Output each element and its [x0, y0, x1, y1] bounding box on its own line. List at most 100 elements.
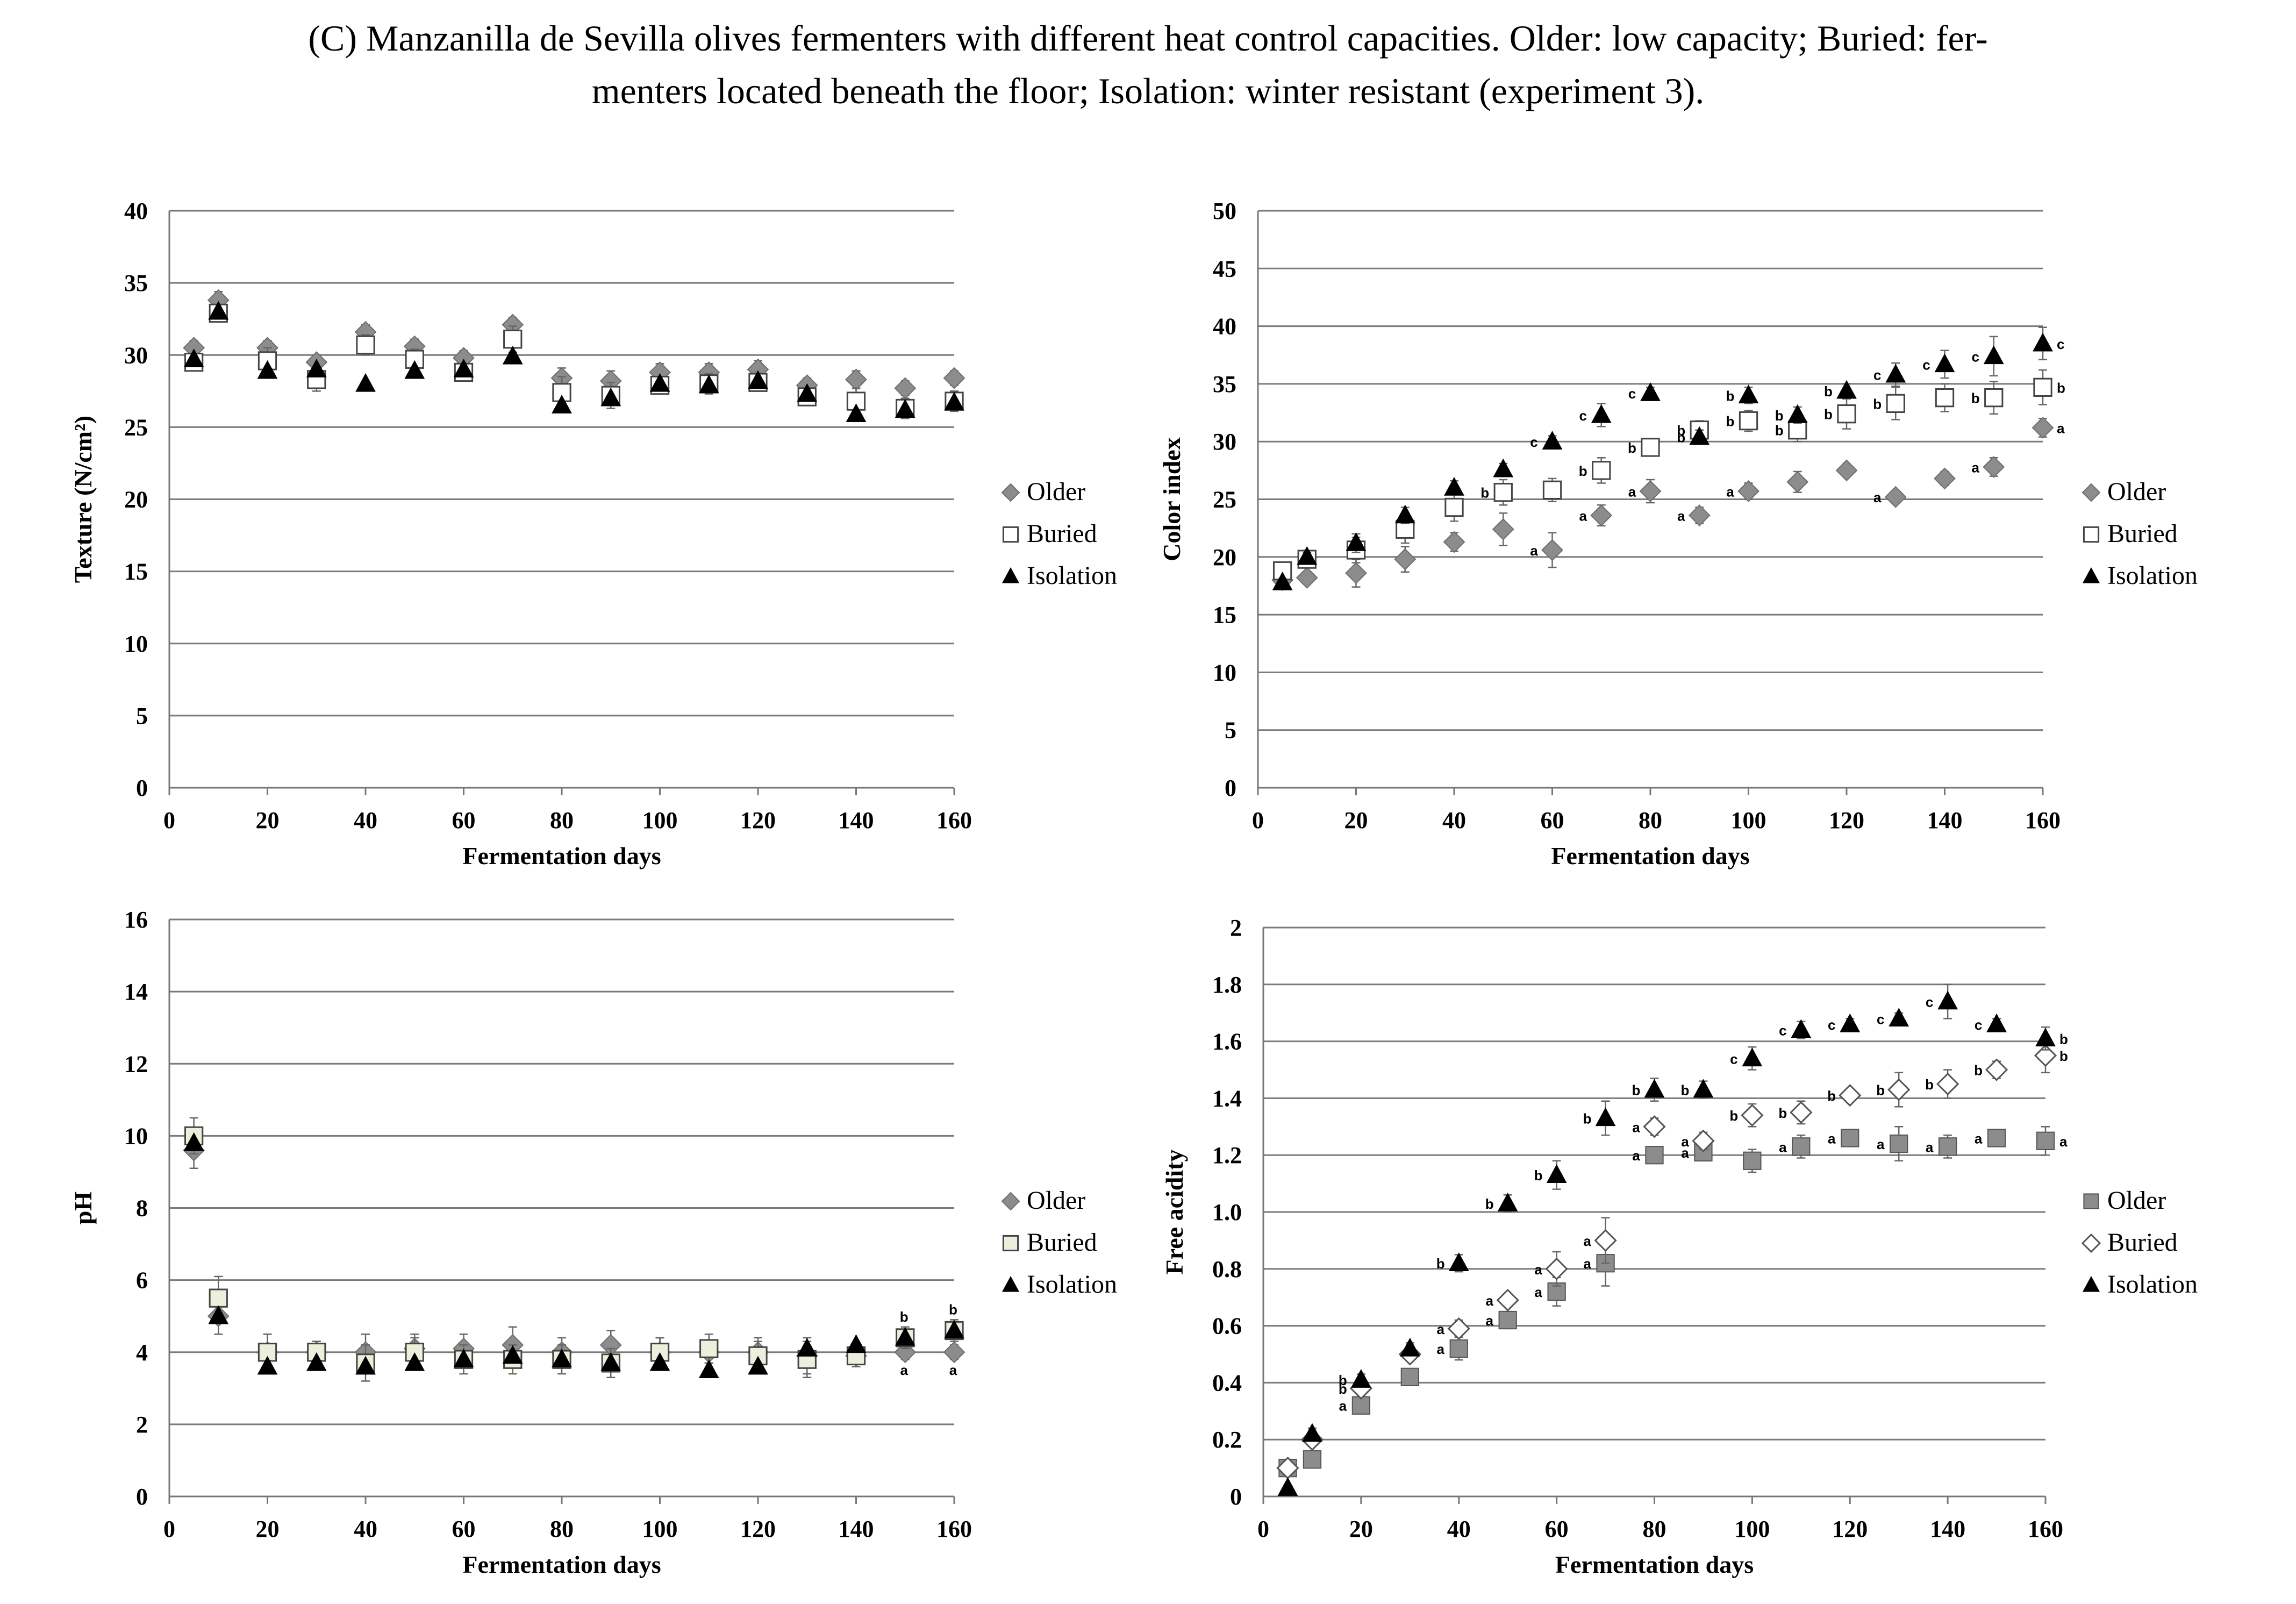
significance-letter: a [2057, 420, 2065, 436]
legend-marker-isolation [1002, 1275, 1020, 1292]
x-tick-label: 140 [839, 1516, 874, 1542]
data-point [2033, 377, 2052, 397]
legend-marker-older [1001, 1192, 1020, 1211]
data-point [1886, 394, 1905, 414]
data-point [698, 1359, 719, 1379]
significance-letter: a [1926, 1139, 1934, 1155]
data-point [502, 1345, 523, 1364]
significance-letter: b [1485, 1196, 1494, 1212]
significance-letter: b [2059, 1048, 2068, 1064]
data-point [797, 1337, 818, 1357]
data-point [306, 359, 327, 377]
significance-letter: a [1632, 1119, 1640, 1135]
significance-letter: c [1877, 1011, 1884, 1027]
y-tick-label: 30 [1213, 429, 1236, 455]
y-tick-label: 10 [1213, 659, 1236, 686]
y-tick-label: 45 [1213, 255, 1236, 282]
data-point [1936, 1072, 1959, 1096]
series-older: a a a a a a a a [1271, 417, 2065, 591]
y-tick-label: 14 [124, 979, 148, 1005]
significance-letter: a [900, 1362, 909, 1378]
significance-letter: b [1824, 383, 1833, 400]
data-point [1743, 1151, 1762, 1170]
x-tick-label: 40 [1442, 807, 1466, 833]
data-point [183, 1132, 204, 1151]
data-point [1840, 1013, 1861, 1032]
x-axis-title: Fermentation days [1555, 1551, 1754, 1578]
x-tick-label: 140 [1927, 807, 1963, 833]
legend-marker-buried [1002, 526, 1019, 543]
significance-letter: a [1632, 1147, 1640, 1164]
significance-letter: b [1339, 1381, 1347, 1397]
y-tick-label: 10 [124, 1123, 148, 1149]
data-point [1984, 388, 2004, 408]
significance-letter: a [1583, 1233, 1591, 1249]
significance-letter: a [1681, 1145, 1689, 1161]
data-point [1492, 518, 1514, 540]
data-point [1645, 1146, 1664, 1165]
data-point [943, 367, 965, 389]
significance-letter: c [1972, 348, 1979, 365]
data-point [1938, 1137, 1957, 1156]
significance-letter: a [1628, 483, 1636, 500]
chart-texture: 0 5 10 15 20 25 30 35 40 0 20 40 60 80 100 120 140 160 Fer… [69, 198, 1117, 869]
y-tick-label: 0 [136, 1484, 148, 1510]
x-axis-title: Fermentation days [1551, 842, 1749, 869]
y-tick-label: 6 [136, 1267, 148, 1294]
y-tick-label: 50 [1213, 198, 1236, 224]
data-point [1272, 571, 1293, 590]
y-tick-label: 5 [1225, 717, 1236, 744]
x-tick-label: 40 [354, 1516, 377, 1542]
y-tick-label: 40 [1213, 313, 1236, 340]
x-tick-label: 100 [642, 807, 678, 833]
data-point [1839, 1083, 1862, 1107]
significance-letter: a [1779, 1139, 1787, 1155]
y-tick-label: 5 [136, 703, 148, 729]
x-axis-title: Fermentation days [462, 842, 661, 869]
data-point [1985, 1058, 2008, 1081]
data-point [1688, 504, 1711, 526]
significance-letter: c [1975, 1017, 1982, 1033]
significance-letter: b [1480, 485, 1489, 501]
x-tick-label: 0 [163, 807, 175, 833]
y-tick-label: 1.2 [1212, 1142, 1242, 1168]
data-point [1545, 1257, 1568, 1280]
data-point [600, 1352, 621, 1371]
significance-letter: c [1779, 1022, 1786, 1038]
significance-letter: b [1778, 1105, 1787, 1121]
x-tick-label: 20 [256, 807, 280, 833]
data-point [1738, 384, 1759, 404]
x-tick-label: 160 [936, 807, 972, 833]
data-point [846, 1334, 867, 1353]
x-tick-label: 160 [2025, 807, 2061, 833]
data-point [2036, 1131, 2055, 1150]
y-tick-label: 0 [136, 775, 148, 801]
x-tick-label: 100 [1734, 1516, 1770, 1542]
data-point [1542, 431, 1563, 450]
legend-label-buried: Buried [2107, 1228, 2178, 1257]
y-tick-label: 1.4 [1212, 1085, 1242, 1111]
data-point [306, 1352, 327, 1371]
y-tick-label: 35 [124, 270, 148, 296]
significance-letter: a [1583, 1256, 1591, 1272]
x-tick-label: 40 [1447, 1516, 1471, 1542]
y-tick-label: 25 [124, 414, 148, 440]
significance-letter: c [1579, 408, 1587, 424]
y-tick-label: 16 [124, 907, 148, 933]
data-point [1541, 539, 1563, 561]
x-tick-label: 0 [163, 1516, 175, 1542]
y-tick-label: 20 [1213, 544, 1236, 571]
data-point [1792, 1137, 1811, 1156]
data-point [1443, 531, 1465, 553]
data-point [944, 391, 964, 411]
data-point [748, 1356, 768, 1375]
data-point [1345, 562, 1367, 584]
legend: Older Buried Isolation [1001, 1186, 1117, 1299]
data-point [1496, 1288, 1519, 1312]
data-point [943, 1341, 965, 1364]
data-point [356, 335, 375, 355]
data-point [894, 377, 917, 400]
x-axis-title: Fermentation days [462, 1551, 661, 1578]
